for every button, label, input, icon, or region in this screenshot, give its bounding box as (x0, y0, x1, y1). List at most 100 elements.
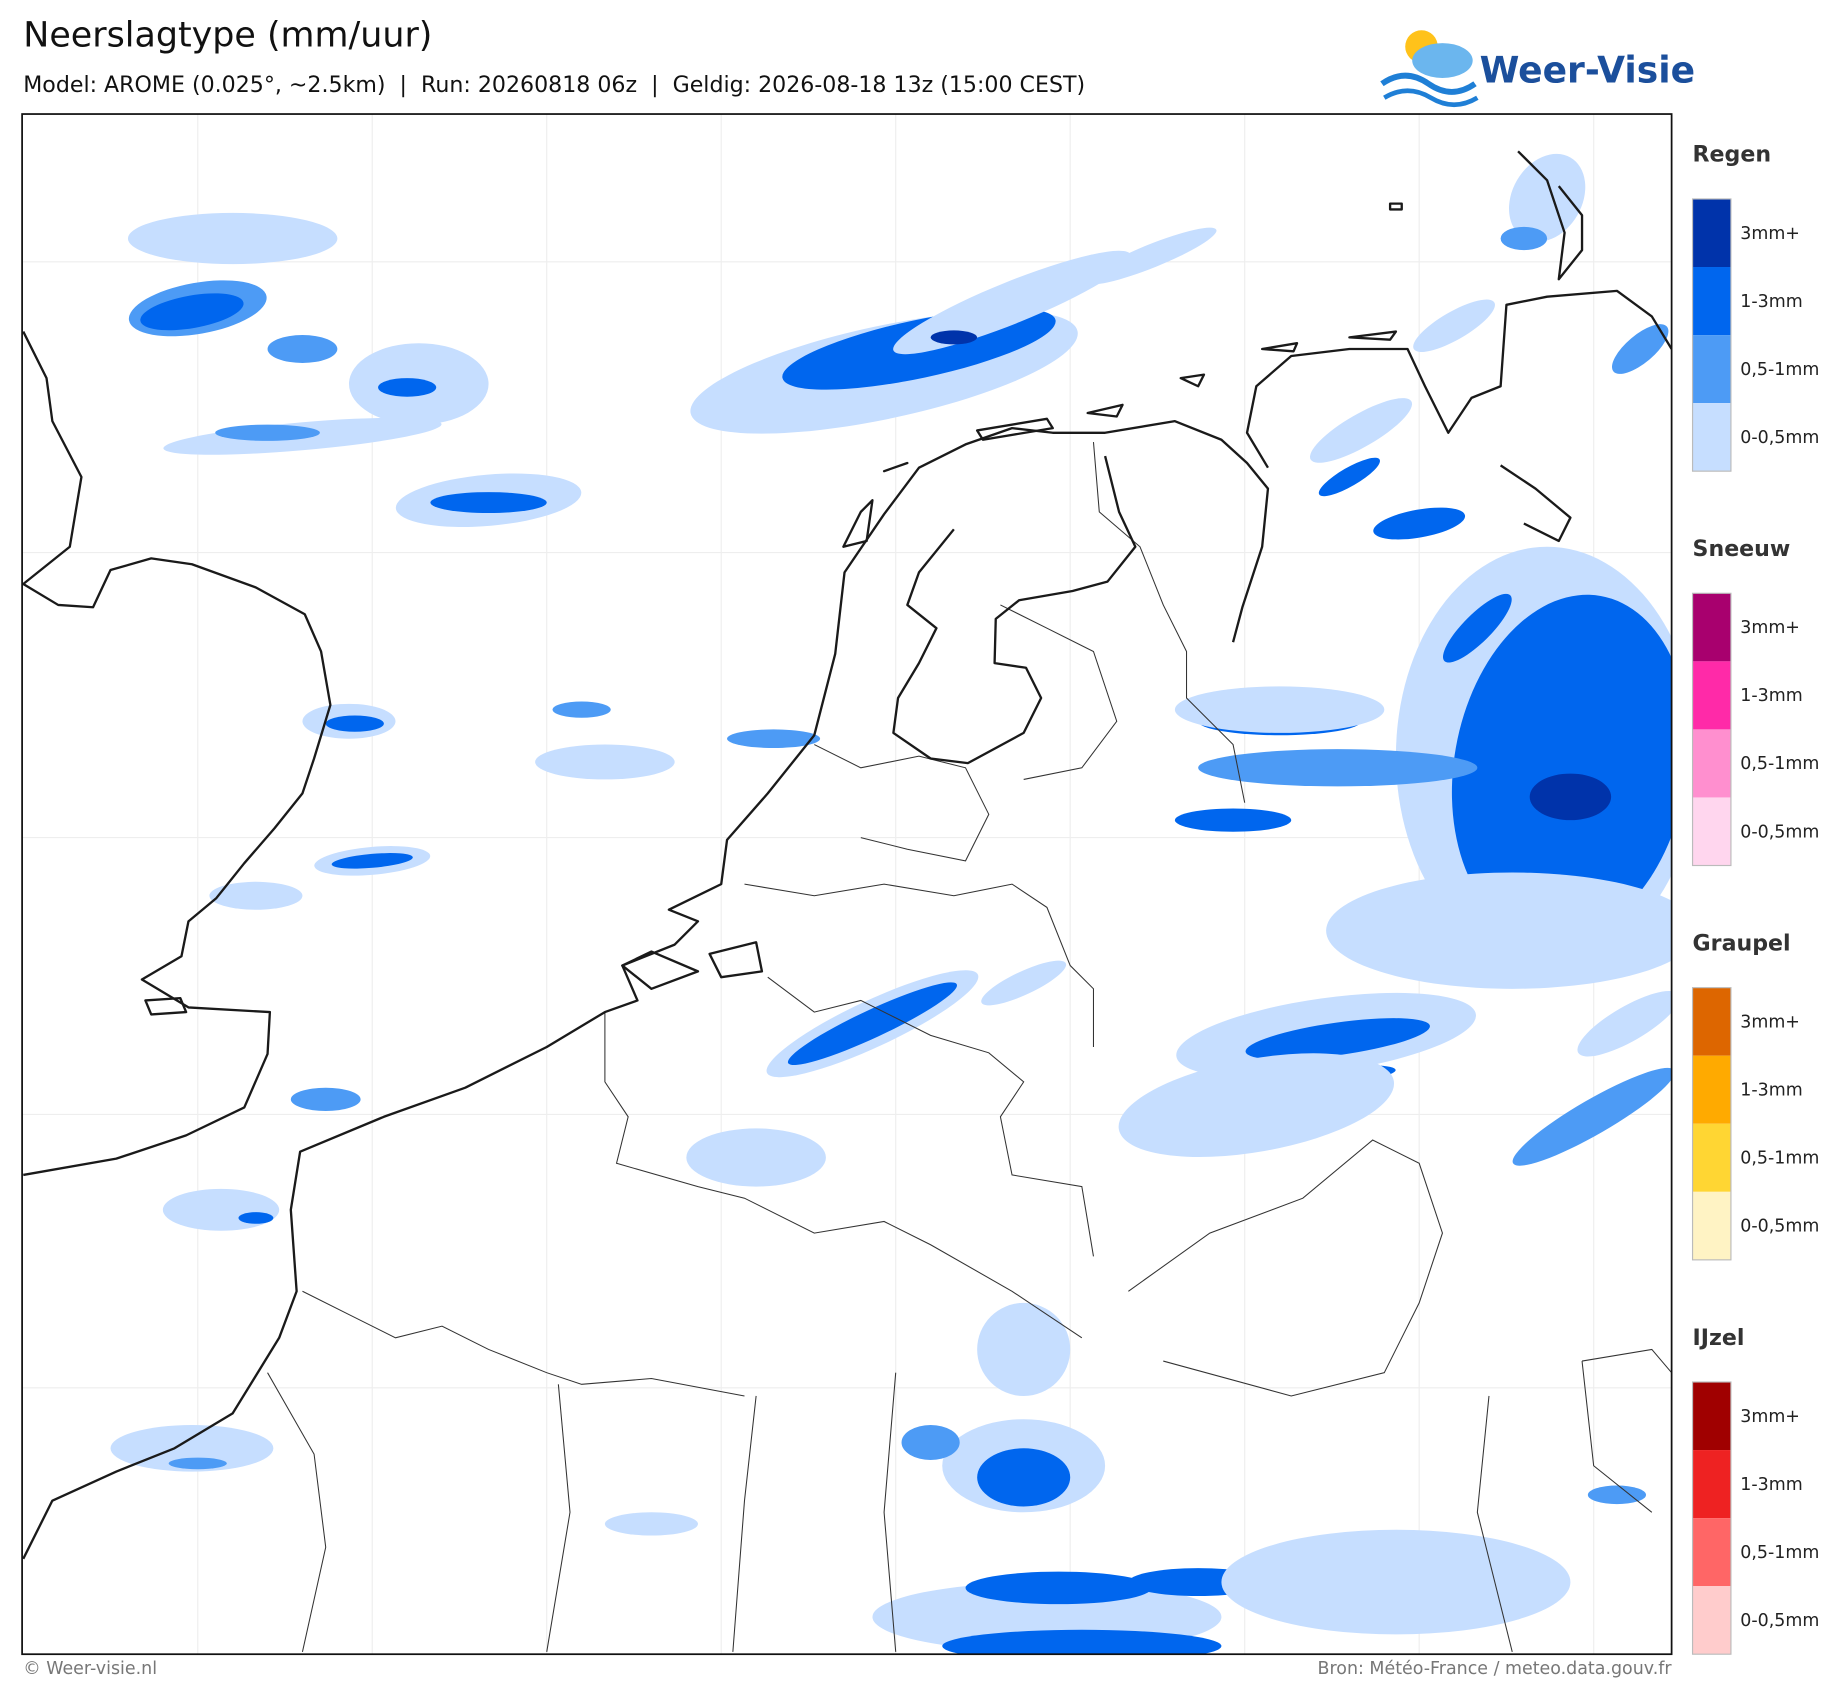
precip-area (238, 1212, 274, 1224)
precip-area (209, 881, 303, 910)
coastline (1499, 464, 1572, 543)
precip-area (1512, 1067, 1672, 1166)
legend-swatch (1692, 1450, 1731, 1519)
legend-swatch (1692, 403, 1731, 472)
logo-text: Weer-Visie (1480, 50, 1695, 92)
border (302, 1290, 745, 1397)
precip-area (1174, 808, 1292, 832)
legend-label: 3mm+ (1740, 1012, 1800, 1032)
legend-bar-frame (1691, 1381, 1732, 1655)
logo-wave (1380, 72, 1477, 95)
precip-area (942, 1629, 1222, 1655)
precip-area (290, 1087, 361, 1111)
precip-area (1318, 457, 1380, 497)
precip-area (535, 744, 675, 780)
precip-area (965, 1571, 1152, 1605)
precip-area (1174, 686, 1385, 733)
graticule (22, 114, 1672, 1655)
legend-title: IJzel (1693, 1325, 1745, 1351)
border (1128, 1139, 1444, 1397)
precip-area (977, 1302, 1071, 1396)
border (814, 744, 990, 862)
border (744, 883, 1094, 1047)
border (1092, 442, 1246, 803)
coastline (621, 941, 764, 990)
precip-area (1587, 1485, 1647, 1505)
borders (267, 442, 1672, 1653)
precip-area (110, 1425, 274, 1472)
precip-area (162, 1188, 280, 1231)
legend-label: 3mm+ (1740, 618, 1800, 638)
precip-area (331, 853, 413, 869)
border (1476, 1348, 1672, 1653)
precipitation (110, 153, 1672, 1655)
precip-area (1500, 226, 1548, 251)
coastline (1517, 150, 1584, 281)
legend-swatch (1692, 198, 1731, 268)
coastline (892, 455, 1137, 765)
legend-swatch (1692, 1382, 1731, 1451)
legend-label: 0,5-1mm (1740, 360, 1819, 380)
legend-label: 3mm+ (1740, 224, 1800, 244)
source: Bron: Météo-France / meteo.data.gouv.fr (1318, 1659, 1673, 1679)
precip-area (1309, 398, 1413, 463)
precip-area (1529, 773, 1612, 821)
legend-swatch (1692, 267, 1731, 336)
precip-area (1086, 227, 1217, 285)
legend-swatch (1692, 1586, 1731, 1655)
legend-label: 0,5-1mm (1740, 1543, 1819, 1563)
legend-swatch (1692, 593, 1731, 662)
coastline (22, 331, 332, 1177)
precip-area (727, 729, 821, 749)
title: Neerslagtype (mm/uur) (23, 16, 432, 56)
legend-swatch (1692, 335, 1731, 404)
legend-swatch (1692, 987, 1731, 1056)
precip-area (1451, 594, 1672, 941)
precip-area (604, 1512, 698, 1536)
legend-label: 1-3mm (1740, 292, 1802, 312)
precip-area (1245, 1018, 1430, 1060)
precip-area (901, 1425, 960, 1460)
precip-area (552, 701, 611, 718)
coastline (1245, 289, 1672, 469)
precip-area (267, 335, 338, 363)
legend-bar-frame (1691, 592, 1732, 867)
legend-swatch (1692, 1518, 1731, 1587)
precip-area (215, 424, 320, 441)
legend-title: Regen (1693, 142, 1772, 168)
legend-label: 0,5-1mm (1740, 1149, 1819, 1169)
legend-label: 0-0,5mm (1740, 1611, 1819, 1631)
legend-label: 0-0,5mm (1740, 822, 1819, 842)
precip-area (140, 293, 244, 331)
precip-area (1577, 990, 1672, 1057)
precip-area (1118, 1053, 1395, 1157)
legend-bar-frame (1691, 987, 1732, 1261)
coastlines (22, 150, 1672, 1560)
legend-swatch (1692, 729, 1731, 798)
legend-title: Sneeuw (1693, 536, 1791, 562)
precip-area (1509, 153, 1586, 242)
border (267, 1372, 897, 1652)
precip-area (1612, 324, 1669, 374)
legend-swatch (1692, 1055, 1731, 1124)
legend-swatch (1692, 1123, 1731, 1192)
logo: Weer-Visie (1380, 30, 1695, 108)
legend-label: 0,5-1mm (1740, 754, 1819, 774)
precip-area (127, 212, 338, 265)
legend-bar-frame (1691, 198, 1732, 472)
legend-swatch (1692, 661, 1731, 730)
coastline (144, 202, 1403, 1016)
border (767, 976, 1094, 1257)
legend-title: Graupel (1693, 930, 1791, 956)
map-frame (21, 113, 1673, 1656)
precip-area (893, 250, 1131, 355)
legend-swatch (1692, 1191, 1731, 1260)
border (604, 1012, 1083, 1339)
coastline (22, 419, 1270, 1560)
legend-label: 1-3mm (1740, 1475, 1802, 1495)
legend-label: 1-3mm (1740, 1081, 1802, 1101)
precip-area (686, 1128, 826, 1187)
logo-wave (1383, 88, 1479, 108)
